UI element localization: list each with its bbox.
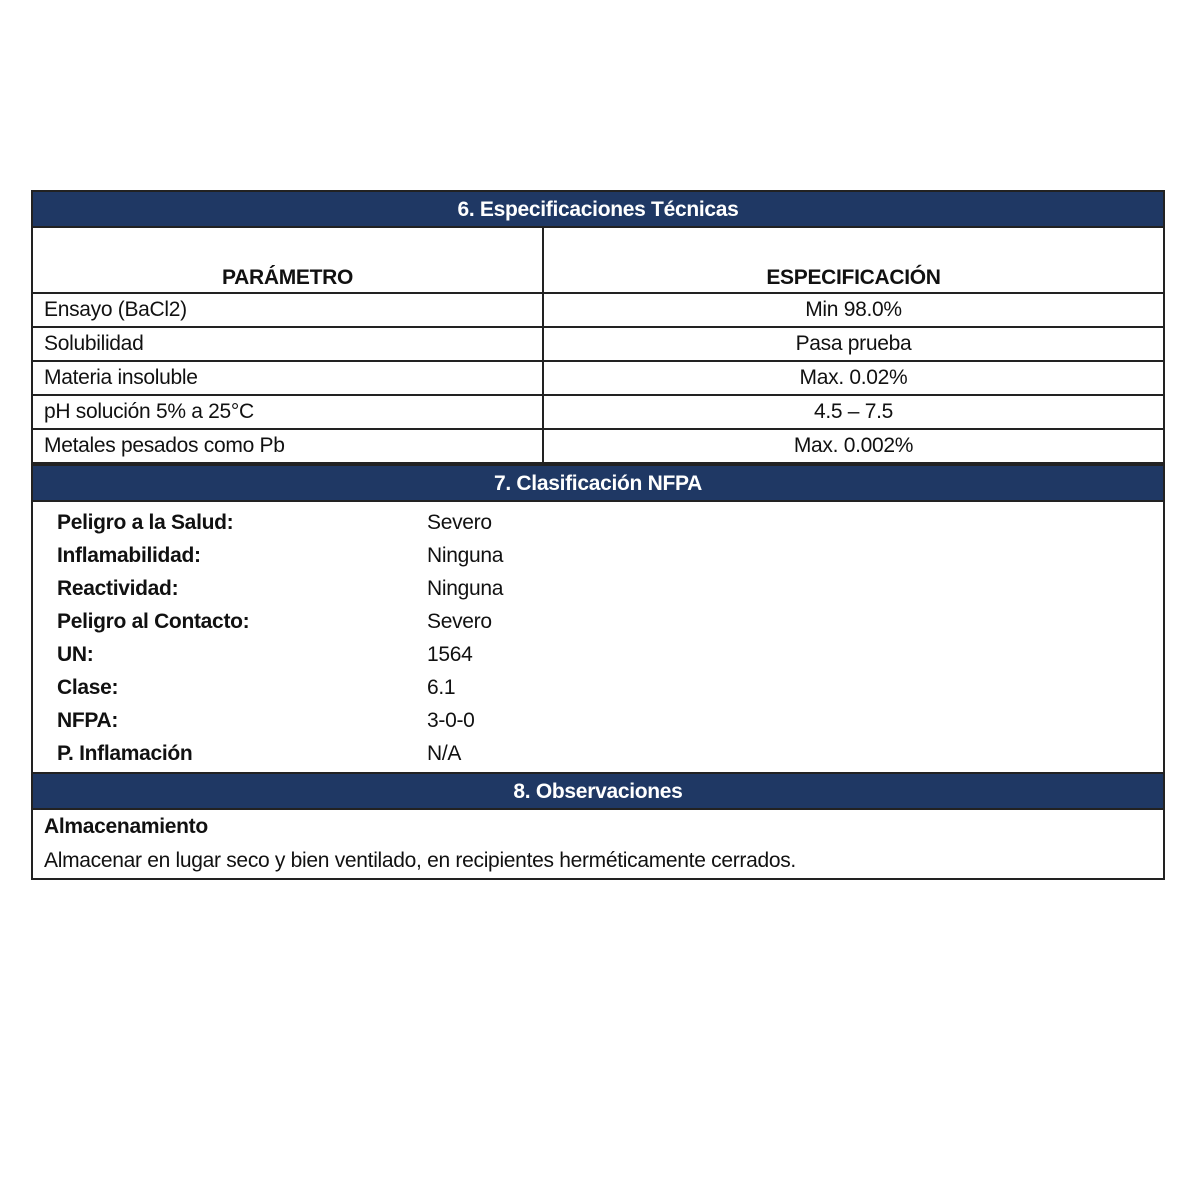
nfpa-label: NFPA: <box>57 709 119 732</box>
nfpa-label: Inflamabilidad: <box>57 544 201 567</box>
spec-cell: Pasa prueba <box>795 332 912 355</box>
nfpa-value: 6.1 <box>427 676 456 699</box>
spec-sheet: 6. Especificaciones Técnicas PARÁMETRO E… <box>31 190 1165 880</box>
param-cell: Metales pesados como Pb <box>33 430 544 462</box>
param-cell: Materia insoluble <box>33 362 544 394</box>
table-row: Solubilidad Pasa prueba <box>33 328 1163 362</box>
nfpa-label: Peligro a la Salud: <box>57 511 234 534</box>
table-row: Metales pesados como Pb Max. 0.002% <box>33 430 1163 464</box>
param-cell: Solubilidad <box>33 328 544 360</box>
nfpa-value: Ninguna <box>427 544 504 567</box>
list-item: Peligro a la Salud: Severo <box>33 506 1163 539</box>
nfpa-value: 3-0-0 <box>427 709 475 732</box>
observation-text: Almacenar en lugar seco y bien ventilado… <box>44 849 796 872</box>
list-item: NFPA: 3-0-0 <box>33 704 1163 737</box>
nfpa-value: N/A <box>427 742 462 765</box>
table-row: pH solución 5% a 25°C 4.5 – 7.5 <box>33 396 1163 430</box>
nfpa-value: 1564 <box>427 643 473 666</box>
nfpa-label: Reactividad: <box>57 577 179 600</box>
param-cell: pH solución 5% a 25°C <box>33 396 544 428</box>
table-row: Ensayo (BaCl2) Min 98.0% <box>33 294 1163 328</box>
nfpa-value: Severo <box>427 511 492 534</box>
nfpa-label: P. Inflamación <box>57 742 193 765</box>
table-row: Materia insoluble Max. 0.02% <box>33 362 1163 396</box>
section-7-header: 7. Clasificación NFPA <box>33 464 1163 502</box>
nfpa-list: Peligro a la Salud: Severo Inflamabilidad… <box>33 502 1163 772</box>
observations: Almacenamiento Almacenar en lugar seco y… <box>33 810 1163 878</box>
nfpa-value: Ninguna <box>427 577 504 600</box>
nfpa-value: Severo <box>427 610 492 633</box>
list-item: Clase: 6.1 <box>33 671 1163 704</box>
column-header-row: PARÁMETRO ESPECIFICACIÓN <box>33 228 1163 294</box>
nfpa-label: Clase: <box>57 676 119 699</box>
spec-cell: 4.5 – 7.5 <box>813 400 894 423</box>
list-item: P. Inflamación N/A <box>33 737 1163 770</box>
nfpa-label: Peligro al Contacto: <box>57 610 250 633</box>
section-8-header: 8. Observaciones <box>33 772 1163 810</box>
observation-subtitle: Almacenamiento <box>44 815 208 838</box>
spec-cell: Min 98.0% <box>805 298 902 321</box>
spec-cell: Max. 0.002% <box>793 434 914 457</box>
col-param-header: PARÁMETRO <box>33 228 544 292</box>
list-item: UN: 1564 <box>33 638 1163 671</box>
param-cell: Ensayo (BaCl2) <box>33 294 544 326</box>
list-item: Reactividad: Ninguna <box>33 572 1163 605</box>
section-6-header: 6. Especificaciones Técnicas <box>33 190 1163 228</box>
list-item: Peligro al Contacto: Severo <box>33 605 1163 638</box>
col-spec-header: ESPECIFICACIÓN <box>766 266 941 289</box>
nfpa-label: UN: <box>57 643 94 666</box>
list-item: Inflamabilidad: Ninguna <box>33 539 1163 572</box>
spec-cell: Max. 0.02% <box>799 366 908 389</box>
